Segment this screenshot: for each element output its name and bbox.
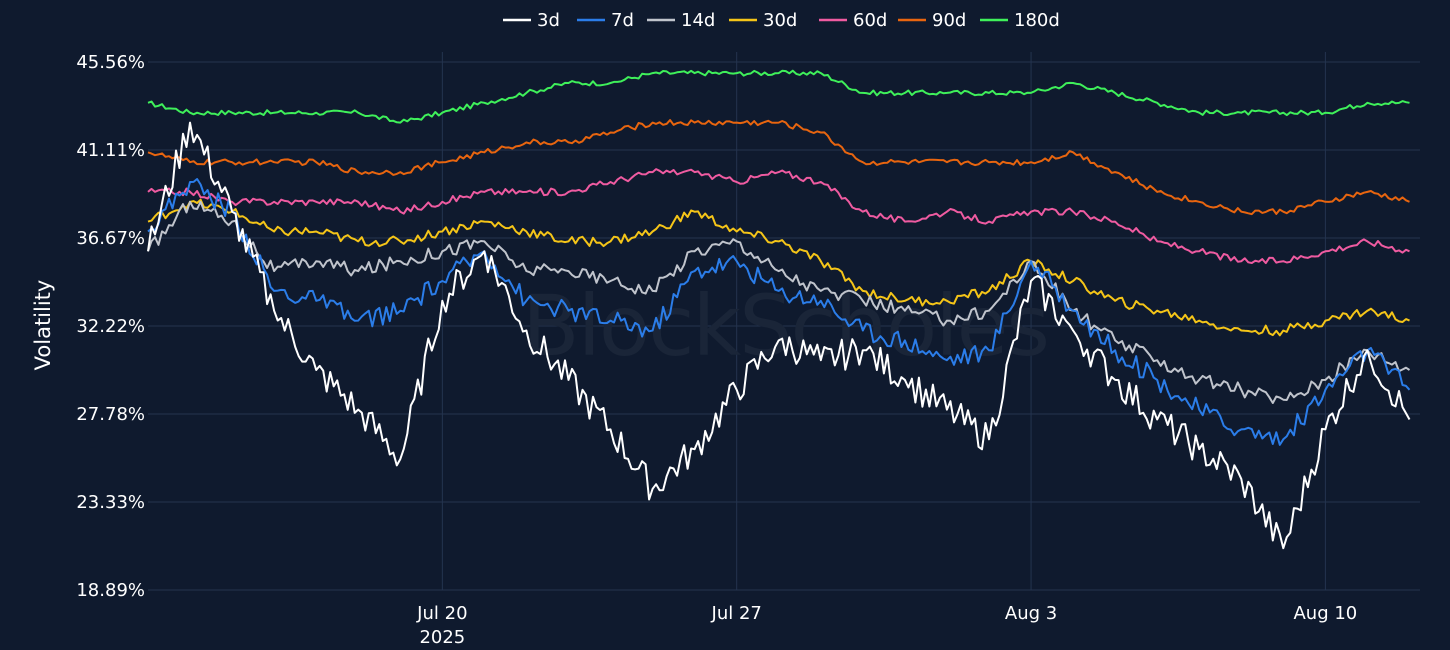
series-line-7d bbox=[147, 178, 1411, 446]
series-line-60d bbox=[147, 168, 1410, 265]
y-tick-label: 32.22% bbox=[76, 316, 145, 337]
series-line-30d bbox=[147, 198, 1410, 337]
series-lines bbox=[147, 69, 1411, 550]
x-tick-label: Aug 10 bbox=[1293, 603, 1357, 624]
legend-label-3d: 3d bbox=[537, 10, 560, 31]
x-tick-label: Aug 3 bbox=[1005, 603, 1057, 624]
legend: 3d 7d 14d 30d 60d 90d 180d bbox=[503, 10, 1060, 31]
x-tick-sublabel: 2025 bbox=[419, 627, 465, 648]
legend-label-180d: 180d bbox=[1014, 10, 1060, 31]
y-axis-ticks: 45.56% 41.11% 36.67% 32.22% 27.78% 23.33% 18.8… bbox=[76, 52, 145, 601]
x-tick-label: Jul 27 bbox=[711, 603, 762, 624]
y-tick-label: 23.33% bbox=[76, 492, 145, 513]
legend-label-14d: 14d bbox=[681, 10, 715, 31]
series-line-14d bbox=[147, 200, 1411, 404]
legend-label-60d: 60d bbox=[853, 10, 887, 31]
x-tick-label: Jul 20 bbox=[416, 603, 467, 624]
y-tick-label: 41.11% bbox=[76, 140, 145, 161]
legend-label-90d: 90d bbox=[932, 10, 966, 31]
y-tick-label: 36.67% bbox=[76, 228, 145, 249]
series-line-180d bbox=[147, 69, 1410, 124]
series-line-3d bbox=[147, 121, 1411, 550]
series-line-90d bbox=[147, 119, 1410, 216]
y-tick-label: 27.78% bbox=[76, 404, 145, 425]
legend-label-7d: 7d bbox=[611, 10, 634, 31]
legend-label-30d: 30d bbox=[763, 10, 797, 31]
y-tick-label: 18.89% bbox=[76, 580, 145, 601]
x-axis-ticks: Jul 20 2025 Jul 27 Aug 3 Aug 10 bbox=[416, 603, 1357, 648]
y-axis-title: Volatility bbox=[31, 280, 55, 371]
y-tick-label: 45.56% bbox=[76, 52, 145, 73]
